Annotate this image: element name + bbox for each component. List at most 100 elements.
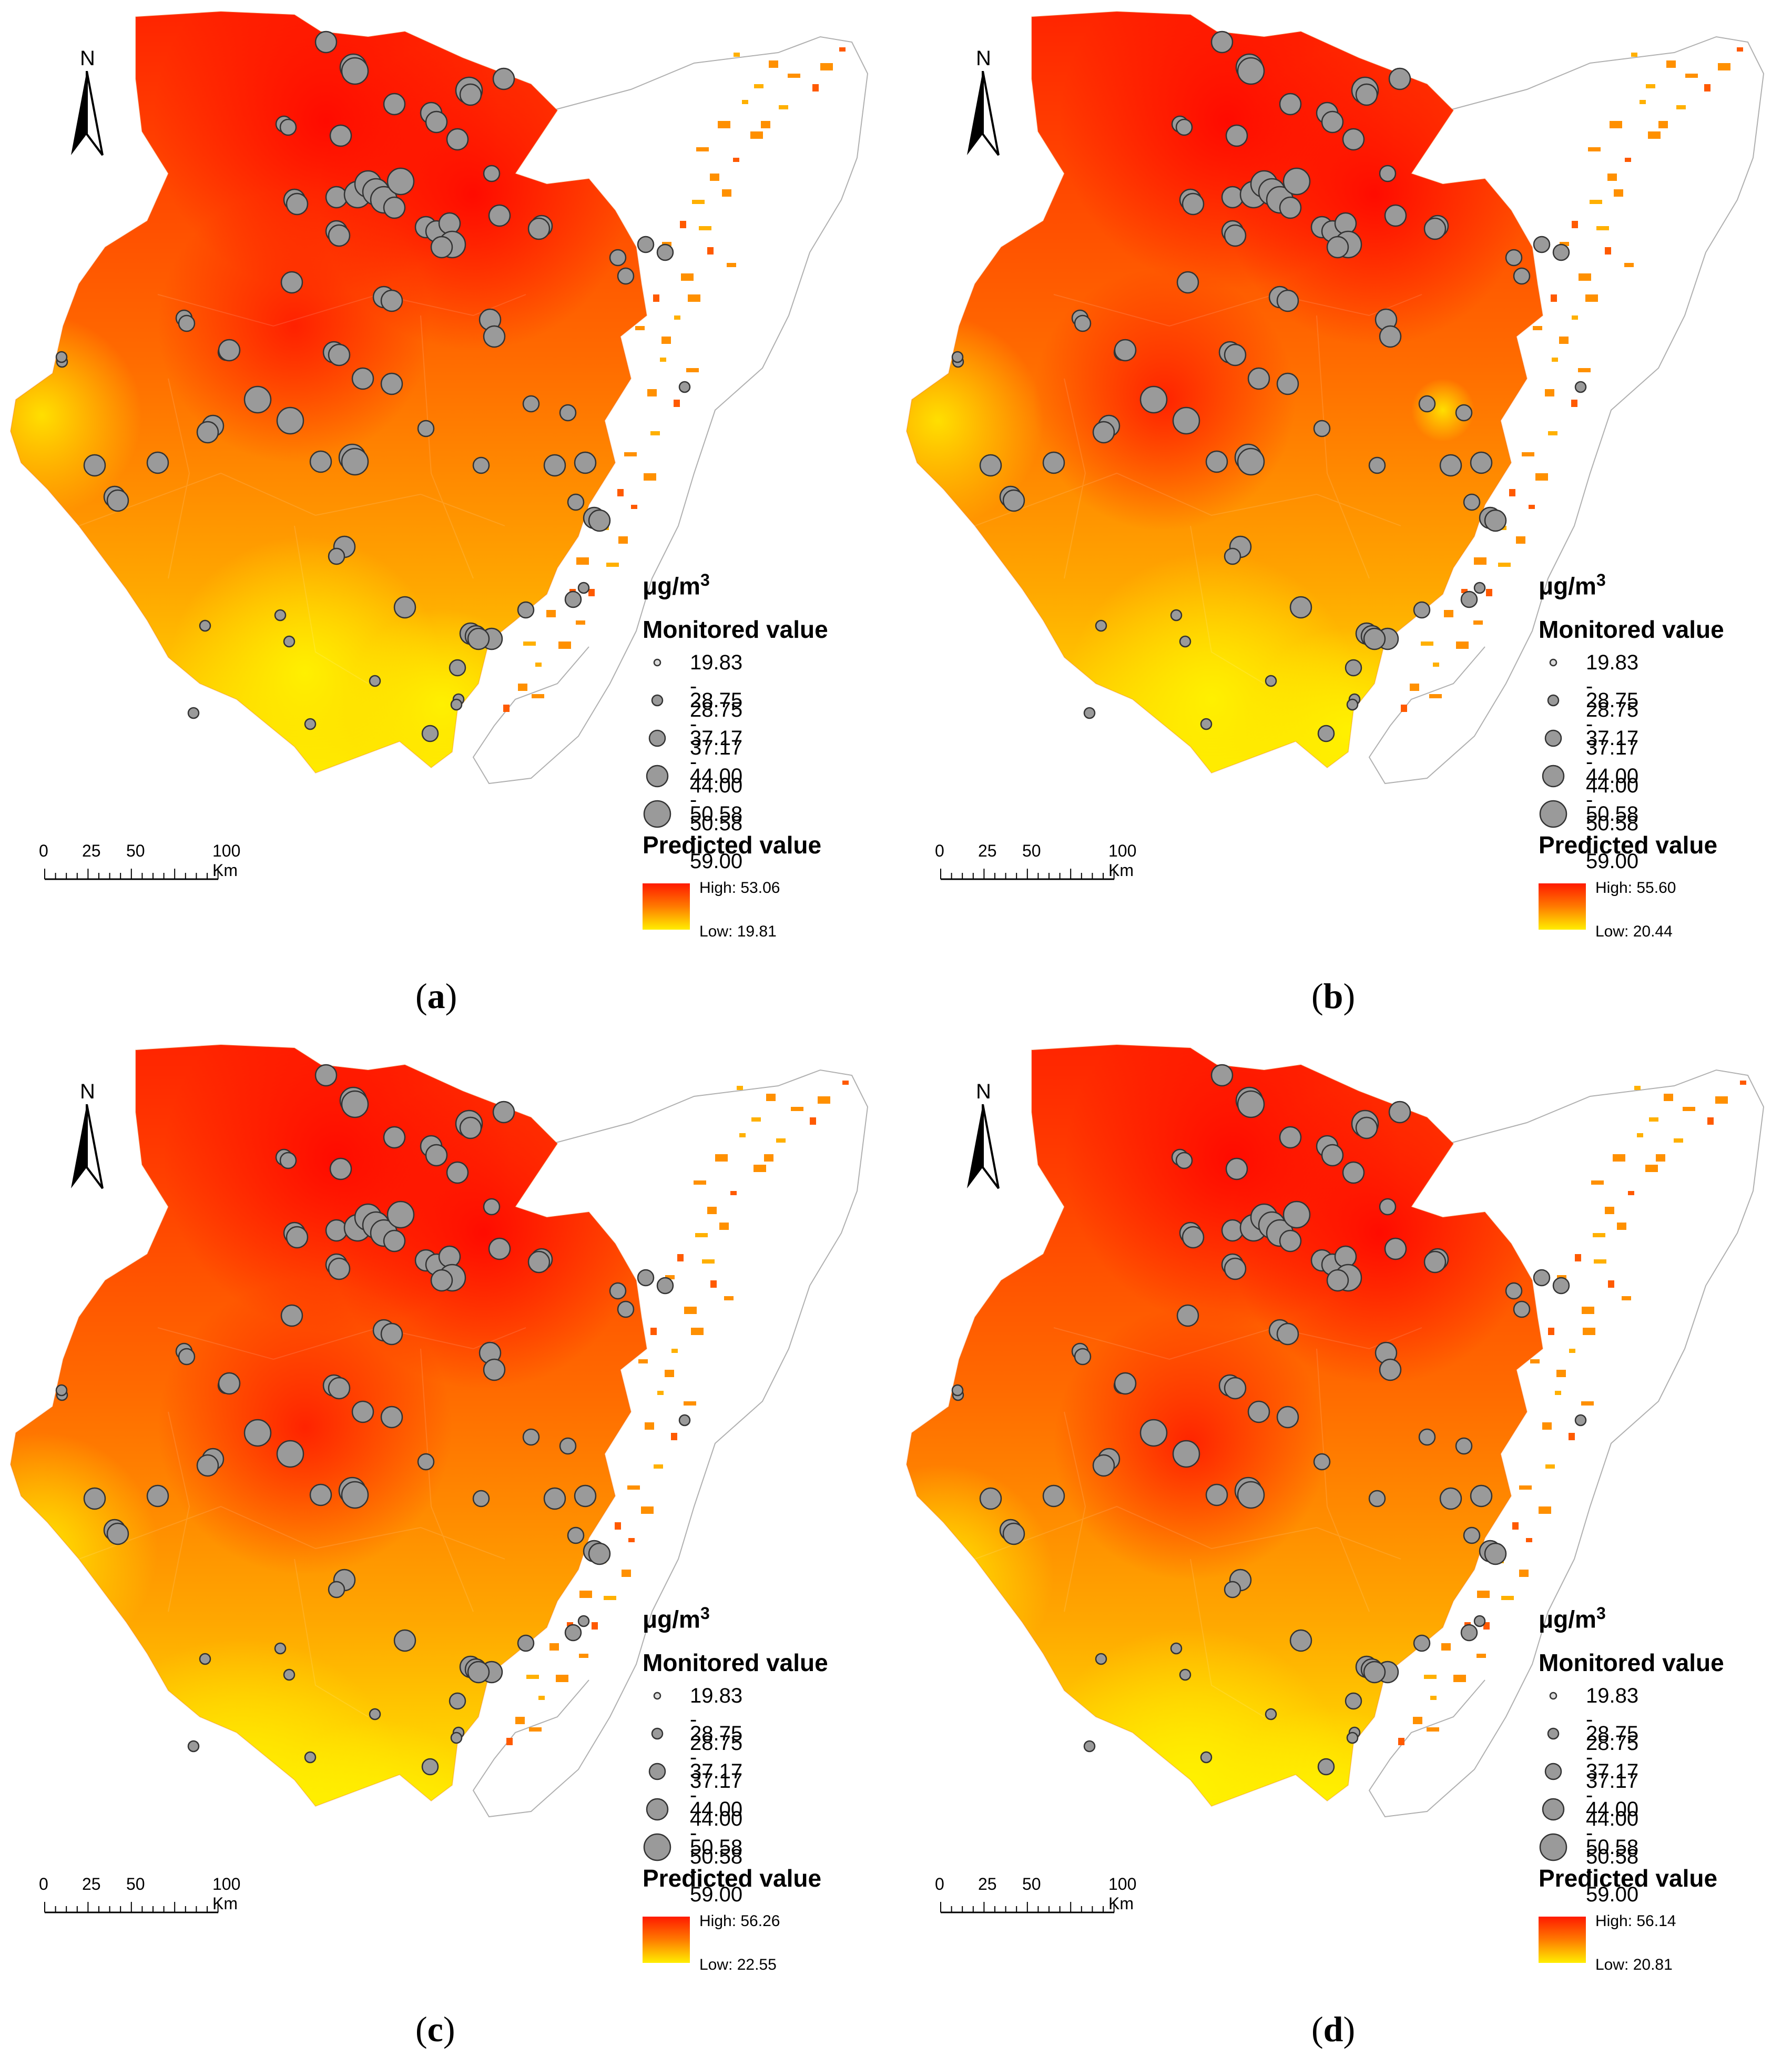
monitoring-station <box>450 1732 463 1744</box>
monitoring-station <box>383 1229 406 1253</box>
monitoring-station <box>656 243 674 261</box>
monitoring-station <box>459 1116 482 1139</box>
caption-letter: d <box>1323 2009 1343 2049</box>
coastal-pixel <box>615 1522 621 1530</box>
coastal-pixel <box>1533 326 1542 330</box>
monitoring-station <box>1224 343 1247 366</box>
monitoring-station <box>1342 128 1365 151</box>
monitored-class-label: 19.83 - 28.75 <box>690 1684 743 1755</box>
monitoring-station <box>1505 249 1523 267</box>
monitoring-station <box>1388 1101 1411 1124</box>
adjacent-boundary <box>472 36 869 785</box>
monitoring-station <box>1172 1440 1200 1468</box>
monitoring-station <box>1574 381 1587 393</box>
monitoring-station <box>178 314 196 332</box>
coastal-pixel <box>754 84 763 88</box>
coastal-pixel <box>737 1086 743 1090</box>
coastal-pixel <box>734 53 740 57</box>
coastal-pixel <box>546 610 556 617</box>
coastal-pixel <box>1614 189 1623 197</box>
monitoring-station <box>430 236 453 259</box>
monitoring-station <box>393 1629 416 1652</box>
monitored-value-title: Monitored value <box>1539 1649 1724 1676</box>
panel-caption: (a) <box>415 975 457 1017</box>
monitoring-station <box>83 454 106 477</box>
monitoring-station <box>309 1483 332 1506</box>
coastal-pixel <box>1461 589 1468 593</box>
coastal-pixel <box>707 247 714 254</box>
monitoring-station <box>1200 718 1213 730</box>
scale-tick-label: 0 <box>935 841 944 860</box>
north-label: N <box>80 1080 95 1103</box>
region-boundary <box>905 11 1544 774</box>
monitoring-station <box>1423 217 1447 240</box>
coastal-pixel <box>788 74 800 78</box>
monitoring-station <box>276 406 304 435</box>
scale-bar-graphic <box>940 1902 1115 1913</box>
coastal-pixel <box>1555 1391 1561 1395</box>
coastal-pixel <box>650 431 660 435</box>
monitoring-station <box>1513 1300 1531 1318</box>
coastal-pixel <box>718 121 730 128</box>
monitoring-station <box>1326 1269 1349 1292</box>
monitoring-station <box>286 192 309 216</box>
monitoring-station <box>588 509 611 532</box>
monitoring-station <box>567 1526 585 1544</box>
monitoring-station <box>1224 1377 1247 1400</box>
monitored-class-label: 50.58 - 59.00 <box>690 802 743 873</box>
unit-label: μg/m3 <box>1539 1604 1606 1633</box>
scale-tick-label: 25 <box>82 1875 101 1893</box>
coastal-pixel <box>742 100 748 104</box>
predicted-value-title: Predicted value <box>1539 831 1718 859</box>
monitored-class-label: 44.00 - 50.58 <box>1586 765 1639 835</box>
coastal-pixel <box>1474 557 1486 565</box>
predicted-value-title: Predicted value <box>1539 1865 1718 1892</box>
monitoring-station <box>1224 224 1247 247</box>
caption-open: ( <box>1311 2009 1323 2049</box>
coastal-pixel <box>1656 1154 1665 1162</box>
monitoring-station <box>1455 1437 1473 1455</box>
scale-tick-label: 100 Km <box>212 1875 241 1913</box>
coastal-pixel <box>1585 294 1598 302</box>
station-size-symbol <box>1542 1798 1565 1821</box>
hotspot-center <box>158 1280 452 1575</box>
scale-tick-label: 100 Km <box>1108 1875 1137 1913</box>
coastal-pixel <box>1683 1107 1695 1111</box>
monitoring-station <box>383 1126 406 1149</box>
monitoring-station <box>564 590 582 608</box>
monitoring-station <box>1345 659 1362 677</box>
monitoring-station <box>1002 489 1025 512</box>
monitoring-station <box>1205 1483 1228 1506</box>
monitoring-station <box>1224 1257 1247 1280</box>
monitoring-station <box>1289 596 1312 619</box>
monitoring-station <box>1139 385 1168 414</box>
monitoring-station <box>243 385 272 414</box>
cool-south <box>74 1638 410 1806</box>
monitoring-station <box>543 454 566 477</box>
monitoring-station <box>1170 609 1183 622</box>
predicted-low-label: Low: 19.81 <box>699 923 777 940</box>
predicted-low-label: Low: 20.44 <box>1595 923 1673 940</box>
monitoring-station <box>341 1481 369 1509</box>
monitoring-station <box>328 1377 351 1400</box>
monitoring-station <box>1172 406 1200 435</box>
monitoring-station <box>1418 395 1436 413</box>
north-label: N <box>976 47 991 70</box>
coastal-pixel <box>1509 489 1515 496</box>
coastal-pixel <box>1640 100 1646 104</box>
station-size-symbol <box>1544 729 1562 747</box>
monitoring-station <box>951 351 964 363</box>
monitoring-station <box>1225 1157 1248 1180</box>
monitoring-station <box>1210 30 1234 54</box>
coastal-pixel <box>733 158 739 162</box>
coastal-pixel <box>1453 1675 1466 1682</box>
coastal-pixel <box>1429 694 1442 698</box>
scale-bar-graphic <box>44 1902 219 1913</box>
region-boundary <box>905 1044 1544 1807</box>
coastal-pixel <box>1605 1207 1614 1214</box>
coastal-pixel <box>650 1328 657 1335</box>
monitoring-station <box>1279 1229 1302 1253</box>
monitoring-station <box>559 404 577 422</box>
monitoring-station <box>459 83 482 106</box>
